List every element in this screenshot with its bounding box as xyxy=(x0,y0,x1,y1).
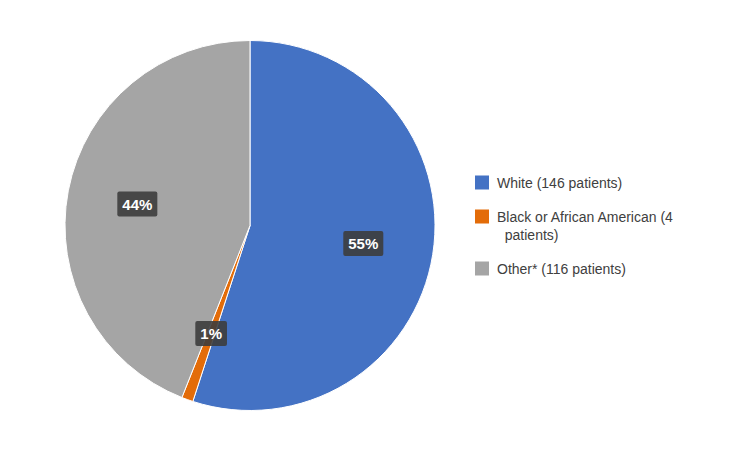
pie-slice xyxy=(65,41,250,398)
data-labels: 55% 1% 44% xyxy=(117,192,383,346)
data-label-box xyxy=(195,321,227,346)
legend-swatch xyxy=(475,210,489,224)
legend-label: Black or African American (4 patients) xyxy=(497,209,673,243)
legend: White (146 patients) Black or African Ame… xyxy=(475,175,673,277)
data-label: 55% xyxy=(348,235,378,252)
data-label-group: 44% xyxy=(117,192,157,217)
data-label-box xyxy=(117,192,157,217)
data-label-group: 55% xyxy=(343,231,383,256)
legend-label: White (146 patients) xyxy=(497,175,622,191)
data-label: 1% xyxy=(200,325,222,342)
data-label: 44% xyxy=(122,196,152,213)
legend-label: Other* (116 patients) xyxy=(497,261,626,277)
legend-swatch xyxy=(475,262,489,276)
data-label-group: 1% xyxy=(195,321,227,346)
legend-swatch xyxy=(475,176,489,190)
slices xyxy=(65,41,435,411)
chart-svg: 55% 1% 44% White (146 patients) Black or Afr… xyxy=(0,0,752,451)
chart-container: 55% 1% 44% White (146 patients) Black or Afr… xyxy=(0,0,752,451)
data-label-box xyxy=(343,231,383,256)
